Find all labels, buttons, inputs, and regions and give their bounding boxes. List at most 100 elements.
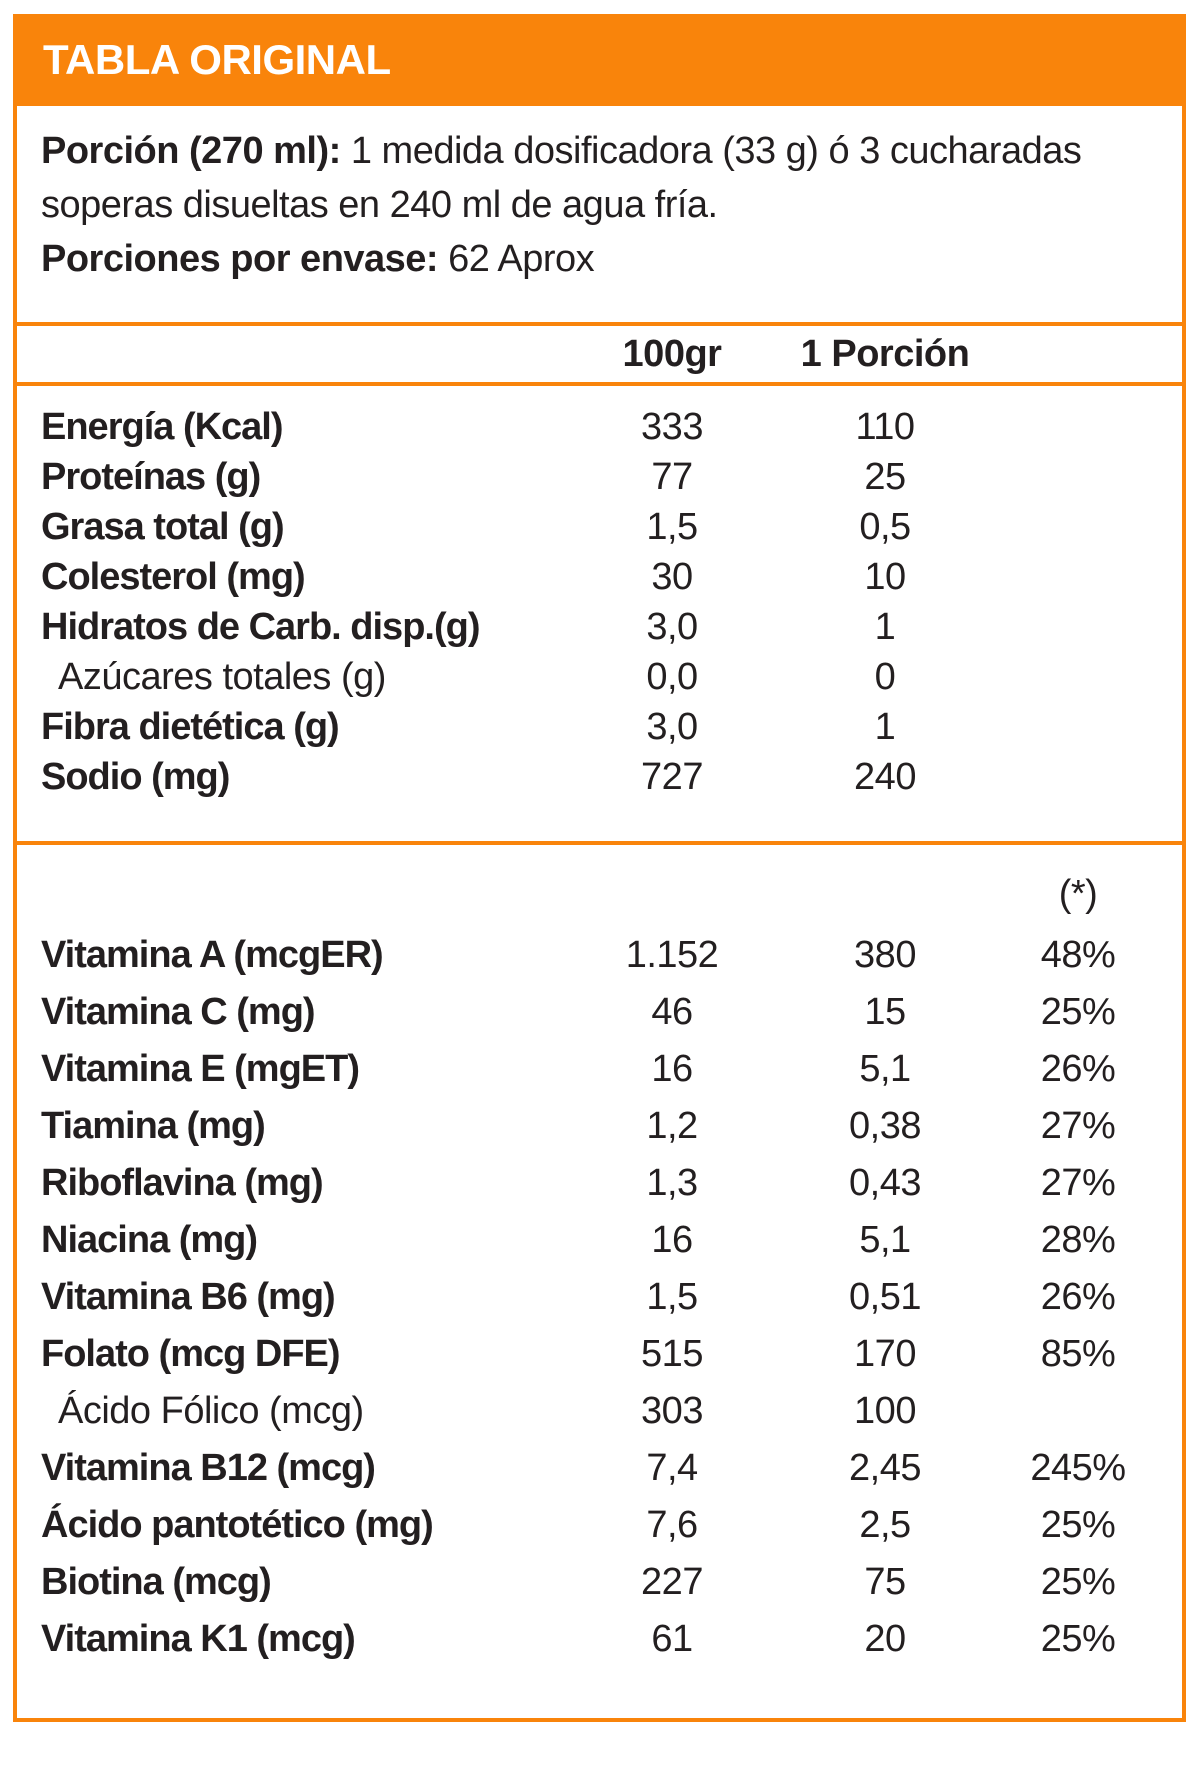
row-label: Colesterol (mg) <box>41 555 306 598</box>
value-per-portion: 10 <box>864 555 906 598</box>
value-daily-pct: 27% <box>1040 1162 1116 1204</box>
value-per-portion: 0 <box>874 655 896 698</box>
table-row: Niacina (mg) 16 5,1 28% <box>17 1212 1182 1269</box>
value-per-portion: 2,5 <box>859 1504 911 1546</box>
serving-info: Porción (270 ml): 1 medida dosificadora … <box>17 106 1182 322</box>
value-daily-pct: 245% <box>1030 1447 1126 1489</box>
row-label: Grasa total (g) <box>41 505 285 548</box>
divider <box>17 322 1182 326</box>
table-row: Vitamina C (mg) 46 15 25% <box>17 984 1182 1041</box>
table-row: Sodio (mg) 727 240 <box>17 752 1182 802</box>
value-per-100g: 227 <box>641 1561 703 1603</box>
table-row: Ácido Fólico (mcg) 303 100 <box>17 1383 1182 1440</box>
macronutrients-section: Energía (Kcal) 333 110 Proteínas (g) 77 25 Gra… <box>17 386 1182 841</box>
value-daily-pct: 25% <box>1040 991 1116 1033</box>
table-row: Tiamina (mg) 1,2 0,38 27% <box>17 1098 1182 1155</box>
value-per-100g: 727 <box>641 755 703 798</box>
value-daily-pct: 28% <box>1040 1219 1116 1261</box>
serving-line-1: Porción (270 ml): 1 medida dosificadora … <box>41 124 1154 178</box>
value-per-100g: 1,3 <box>646 1162 698 1204</box>
row-label: Niacina (mg) <box>41 1219 258 1261</box>
daily-value-note: (*) <box>1058 873 1098 915</box>
value-per-100g: 61 <box>651 1618 693 1660</box>
servings-per-container-line: Porciones por envase: 62 Aprox <box>41 232 1154 286</box>
divider <box>17 841 1182 845</box>
row-label: Energía (Kcal) <box>41 405 284 448</box>
table-row: Riboflavina (mg) 1,3 0,43 27% <box>17 1155 1182 1212</box>
table-row: Energía (Kcal) 333 110 <box>17 402 1182 452</box>
value-daily-pct: 27% <box>1040 1105 1116 1147</box>
value-daily-pct: 25% <box>1040 1504 1116 1546</box>
value-per-portion: 25 <box>864 455 906 498</box>
value-daily-pct: 48% <box>1040 934 1116 976</box>
table-row: Vitamina B6 (mg) 1,5 0,51 26% <box>17 1269 1182 1326</box>
row-label: Folato (mcg DFE) <box>41 1333 341 1375</box>
column-header-portion: 1 Porción <box>800 332 970 375</box>
value-daily-pct: 26% <box>1040 1048 1116 1090</box>
value-per-100g: 1.152 <box>625 934 719 976</box>
value-per-portion: 5,1 <box>859 1219 911 1261</box>
servings-per-container-value: 62 Aprox <box>448 238 595 280</box>
row-label: Fibra dietética (g) <box>41 705 340 748</box>
value-per-100g: 515 <box>641 1333 703 1375</box>
row-label: Hidratos de Carb. disp.(g) <box>41 605 480 648</box>
value-per-portion: 100 <box>854 1390 916 1432</box>
table-row: Hidratos de Carb. disp.(g) 3,0 1 <box>17 602 1182 652</box>
serving-line-2: soperas disueltas en 240 ml de agua fría… <box>41 184 718 226</box>
value-daily-pct: 25% <box>1040 1561 1116 1603</box>
row-label: Vitamina B6 (mg) <box>41 1276 336 1318</box>
value-per-100g: 303 <box>641 1390 703 1432</box>
value-per-portion: 75 <box>864 1561 906 1603</box>
value-per-100g: 0,0 <box>646 655 698 698</box>
value-per-100g: 7,6 <box>646 1504 698 1546</box>
serving-label: Porción (270 ml): <box>41 130 341 172</box>
daily-value-note-row: (*) <box>17 845 1182 927</box>
table-body: Porción (270 ml): 1 medida dosificadora … <box>13 106 1186 1722</box>
row-label: Vitamina A (mcgER) <box>41 934 384 976</box>
value-daily-pct: 26% <box>1040 1276 1116 1318</box>
value-per-100g: 3,0 <box>646 605 698 648</box>
column-header-row: 100gr 1 Porción <box>17 326 1182 382</box>
table-row: Vitamina K1 (mcg) 61 20 25% <box>17 1611 1182 1668</box>
value-per-100g: 16 <box>651 1219 693 1261</box>
value-per-100g: 1,2 <box>646 1105 698 1147</box>
table-row: Azúcares totales (g) 0,0 0 <box>17 652 1182 702</box>
table-row: Ácido pantotético (mg) 7,6 2,5 25% <box>17 1497 1182 1554</box>
value-per-portion: 380 <box>854 934 916 976</box>
table-row: Proteínas (g) 77 25 <box>17 452 1182 502</box>
table-row: Vitamina E (mgET) 16 5,1 26% <box>17 1041 1182 1098</box>
nutrition-table: TABLA ORIGINAL Porción (270 ml): 1 medid… <box>13 14 1186 1722</box>
row-label: Ácido Fólico (mcg) <box>58 1390 364 1432</box>
value-per-100g: 3,0 <box>646 705 698 748</box>
value-per-100g: 1,5 <box>646 1276 698 1318</box>
value-per-100g: 77 <box>651 455 693 498</box>
table-row: Folato (mcg DFE) 515 170 85% <box>17 1326 1182 1383</box>
value-per-portion: 0,43 <box>849 1162 921 1204</box>
value-per-portion: 170 <box>854 1333 916 1375</box>
value-per-100g: 46 <box>651 991 693 1033</box>
table-row: Colesterol (mg) 30 10 <box>17 552 1182 602</box>
value-per-portion: 0,38 <box>849 1105 921 1147</box>
value-per-100g: 7,4 <box>646 1447 698 1489</box>
value-per-portion: 15 <box>864 991 906 1033</box>
value-daily-pct: 85% <box>1040 1333 1116 1375</box>
table-title-bar: TABLA ORIGINAL <box>13 14 1186 106</box>
page-title: TABLA ORIGINAL <box>43 36 391 83</box>
divider <box>17 382 1182 386</box>
row-label: Tiamina (mg) <box>41 1105 266 1147</box>
value-per-portion: 1 <box>874 605 896 648</box>
table-row: Fibra dietética (g) 3,0 1 <box>17 702 1182 752</box>
table-row: Grasa total (g) 1,5 0,5 <box>17 502 1182 552</box>
row-label: Vitamina K1 (mcg) <box>41 1618 356 1660</box>
row-label: Proteínas (g) <box>41 455 261 498</box>
servings-per-container-label: Porciones por envase: <box>41 238 439 280</box>
value-per-portion: 0,51 <box>849 1276 921 1318</box>
value-per-portion: 1 <box>874 705 896 748</box>
row-label: Ácido pantotético (mg) <box>41 1504 434 1546</box>
value-per-portion: 0,5 <box>859 505 911 548</box>
value-per-100g: 16 <box>651 1048 693 1090</box>
value-per-portion: 5,1 <box>859 1048 911 1090</box>
value-per-portion: 240 <box>854 755 916 798</box>
value-per-100g: 1,5 <box>646 505 698 548</box>
row-label: Vitamina B12 (mcg) <box>41 1447 376 1489</box>
